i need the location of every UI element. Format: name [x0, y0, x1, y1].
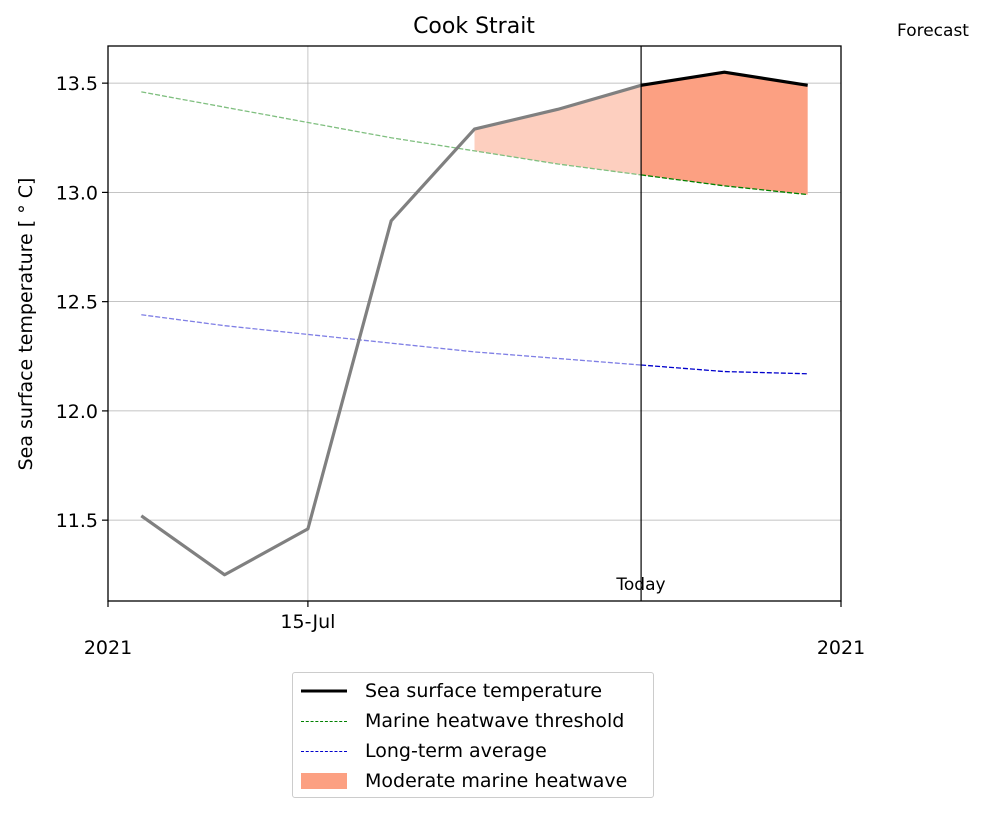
legend-swatch-average [301, 739, 347, 763]
x-tick-label: 15-Jul [280, 611, 335, 633]
sst-line-observed [140, 83, 642, 577]
x-tick-label-year: 2021 [84, 637, 132, 659]
x-tick-label-year: 2021 [817, 637, 865, 659]
x-ticks: 2021 15-Jul 2021 [84, 601, 865, 659]
legend-swatch-heatwave [301, 769, 347, 793]
legend-item-average: Long-term average [301, 739, 547, 763]
legend: Sea surface temperature Marine heatwave … [292, 672, 654, 798]
legend-item-threshold: Marine heatwave threshold [301, 709, 624, 733]
y-tick-label: 12.0 [56, 401, 98, 423]
today-label: Today [615, 575, 665, 595]
y-tick-label: 11.5 [56, 510, 98, 532]
average-line-past [141, 314, 642, 366]
y-axis-label: Sea surface temperature [ ° C] [15, 178, 37, 471]
threshold-line-forecast [641, 174, 808, 196]
sst-line-forecast [640, 70, 808, 87]
y-tick-label: 13.0 [56, 182, 98, 204]
heatwave-fill-observed [474, 85, 642, 175]
legend-swatch-threshold [301, 709, 347, 733]
average-line-forecast [641, 364, 808, 375]
legend-label-threshold: Marine heatwave threshold [365, 710, 625, 732]
legend-swatch-sst [301, 679, 347, 703]
series-lines [140, 46, 808, 601]
y-tick-label: 13.5 [56, 73, 98, 95]
chart-title: Cook Strait [413, 14, 535, 39]
legend-item-heatwave: Moderate marine heatwave [301, 769, 627, 793]
threshold-line-past [141, 91, 642, 176]
heatwave-fill-forecast [641, 72, 808, 195]
forecast-label: Forecast [897, 21, 969, 41]
legend-label-average: Long-term average [365, 740, 547, 762]
legend-label-sst: Sea surface temperature [365, 680, 603, 702]
y-ticks: 11.5 12.0 12.5 13.0 13.5 [56, 73, 108, 532]
plot-frame [107, 45, 842, 602]
y-tick-label: 12.5 [56, 292, 98, 314]
legend-item-sst: Sea surface temperature [301, 679, 602, 703]
heatwave-fills [474, 72, 808, 195]
legend-label-heatwave: Moderate marine heatwave [365, 770, 628, 792]
